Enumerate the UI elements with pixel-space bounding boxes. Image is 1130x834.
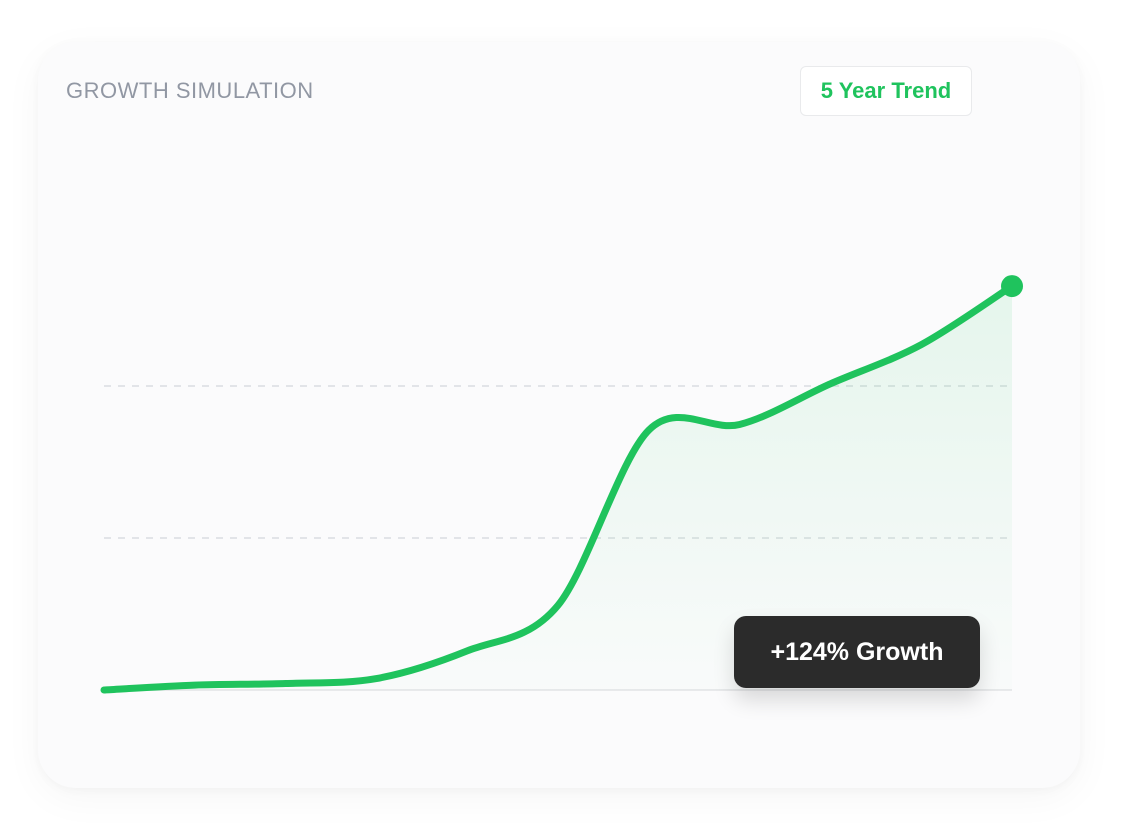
growth-line [100,282,1016,694]
chart-title: GROWTH SIMULATION [66,78,314,103]
growth-area [104,286,1012,690]
trend-period-button[interactable]: 5 Year Trend [800,66,972,116]
growth-end-point[interactable] [1001,275,1023,298]
growth-badge: +124% Growth [734,616,980,688]
